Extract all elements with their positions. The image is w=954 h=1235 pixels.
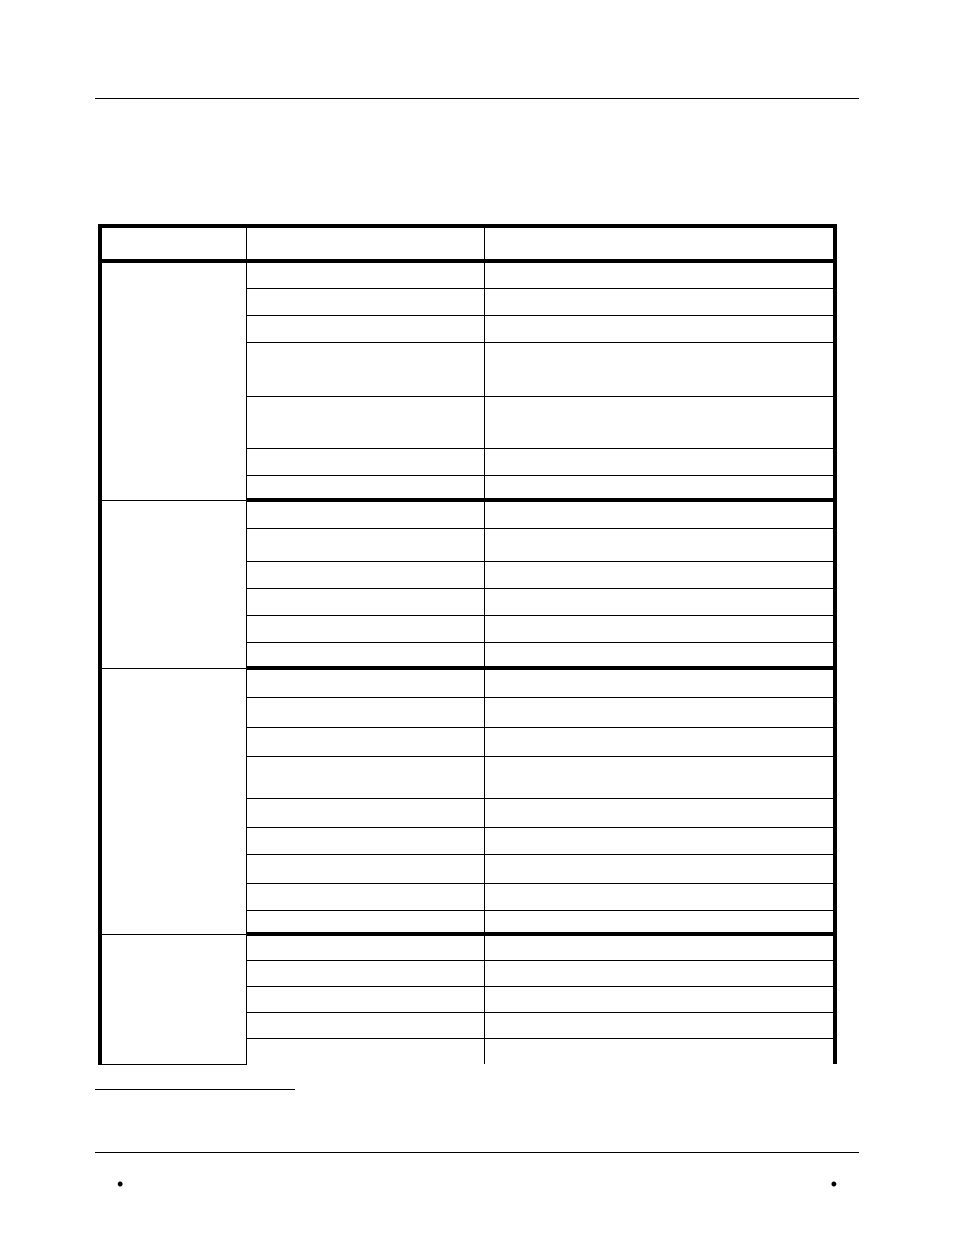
- group-cell: [100, 261, 246, 500]
- table-row: [100, 500, 835, 528]
- table-cell: [246, 986, 484, 1012]
- table-cell: [484, 960, 835, 986]
- table-cell: [246, 288, 484, 315]
- group-cell: [100, 668, 246, 934]
- table-cell: [246, 668, 484, 697]
- table-cell: [484, 588, 835, 615]
- table-cell: [246, 910, 484, 934]
- table-cell: [484, 727, 835, 756]
- table-cell: [484, 883, 835, 910]
- table-cell: [484, 315, 835, 342]
- table-cell: [246, 798, 484, 827]
- header-cell-3: [484, 226, 835, 261]
- table-cell: [484, 854, 835, 883]
- footer-dots: • •: [95, 1175, 859, 1193]
- table-cell: [484, 1012, 835, 1038]
- table-row: [100, 261, 835, 288]
- table-cell: [484, 528, 835, 561]
- table-cell: [246, 934, 484, 960]
- footer-rule: [95, 1152, 859, 1153]
- table-cell: [484, 934, 835, 960]
- table-cell: [246, 727, 484, 756]
- table-cell: [246, 854, 484, 883]
- table-cell: [484, 756, 835, 798]
- table-cell: [484, 697, 835, 727]
- table-cell: [246, 756, 484, 798]
- header-cell-2: [246, 226, 484, 261]
- table-cell: [246, 315, 484, 342]
- table-cell: [484, 1038, 835, 1064]
- table-cell: [484, 475, 835, 500]
- group-cell: [100, 500, 246, 668]
- footer-dot-right: •: [831, 1175, 837, 1193]
- table-cell: [246, 475, 484, 500]
- table-cell: [484, 561, 835, 588]
- table-cell: [246, 561, 484, 588]
- page: • •: [0, 0, 954, 1235]
- table-cell: [484, 668, 835, 697]
- table-cell: [484, 642, 835, 668]
- table-cell: [484, 615, 835, 642]
- header-cell-1: [100, 226, 246, 261]
- table-cell: [484, 396, 835, 448]
- table-cell: [246, 827, 484, 854]
- footer-dot-left: •: [117, 1175, 123, 1193]
- table-cell: [246, 1038, 484, 1064]
- table-cell: [246, 448, 484, 475]
- header-rule: [95, 98, 859, 99]
- table-cell: [484, 261, 835, 288]
- table-cell: [484, 827, 835, 854]
- table-cell: [484, 910, 835, 934]
- table-cell: [246, 615, 484, 642]
- table-cell: [246, 1012, 484, 1038]
- table-cell: [246, 960, 484, 986]
- table-header-row: [100, 226, 835, 261]
- table-cell: [246, 883, 484, 910]
- footnote-rule: [95, 1089, 295, 1090]
- table-cell: [246, 500, 484, 528]
- table-cell: [484, 288, 835, 315]
- table-cell: [246, 261, 484, 288]
- table-cell: [484, 448, 835, 475]
- table-cell: [246, 642, 484, 668]
- table-cell: [246, 588, 484, 615]
- footer: • •: [95, 1152, 859, 1193]
- table-cell: [246, 697, 484, 727]
- main-table: [98, 224, 837, 1065]
- table-cell: [246, 528, 484, 561]
- table-container: [95, 224, 859, 1065]
- table-cell: [484, 500, 835, 528]
- table-cell: [484, 986, 835, 1012]
- table-cell: [484, 798, 835, 827]
- table-cell: [246, 396, 484, 448]
- table-row: [100, 668, 835, 697]
- table-cell: [246, 342, 484, 396]
- table-row: [100, 934, 835, 960]
- table-cell: [484, 342, 835, 396]
- group-cell: [100, 934, 246, 1064]
